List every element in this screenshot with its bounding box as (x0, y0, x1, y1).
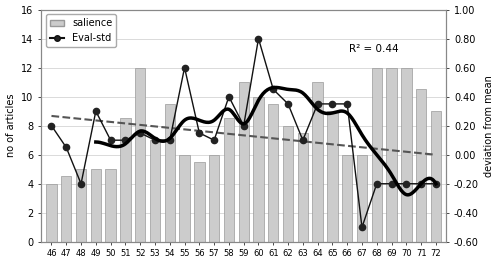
Eval-std (300, 139, 306, 142)
Bar (386, 68, 396, 242)
Bar (238, 82, 249, 242)
Bar (268, 104, 278, 242)
Bar (76, 169, 86, 242)
Eval-std (152, 139, 158, 142)
Bar (372, 68, 382, 242)
Eval-std (240, 124, 246, 127)
Eval-std (182, 66, 188, 69)
Bar (90, 169, 101, 242)
Bar (46, 184, 56, 242)
Bar (401, 68, 411, 242)
Eval-std (374, 182, 380, 185)
Bar (61, 177, 72, 242)
Bar (224, 119, 234, 242)
Bar (150, 140, 160, 242)
Y-axis label: no of articles: no of articles (6, 94, 16, 157)
Y-axis label: deviation from mean: deviation from mean (484, 75, 494, 177)
Eval-std (137, 131, 143, 135)
Eval-std (418, 182, 424, 185)
Eval-std (196, 131, 202, 135)
Eval-std (359, 226, 365, 229)
Eval-std (285, 102, 291, 106)
Bar (135, 68, 145, 242)
Eval-std (78, 182, 84, 185)
Eval-std (388, 182, 394, 185)
Eval-std (226, 95, 232, 98)
Eval-std (167, 139, 173, 142)
Bar (312, 82, 323, 242)
Bar (283, 126, 293, 242)
Eval-std (433, 182, 439, 185)
Text: R² = 0.44: R² = 0.44 (349, 44, 399, 54)
Eval-std (330, 102, 336, 106)
Eval-std (270, 88, 276, 91)
Eval-std (122, 139, 128, 142)
Bar (298, 133, 308, 242)
Bar (430, 111, 441, 242)
Eval-std (256, 37, 262, 40)
Bar (209, 155, 220, 242)
Bar (120, 119, 130, 242)
Line: Eval-std: Eval-std (48, 35, 439, 230)
Eval-std (64, 146, 70, 149)
Eval-std (108, 139, 114, 142)
Eval-std (314, 102, 320, 106)
Eval-std (211, 139, 217, 142)
Bar (194, 162, 204, 242)
Eval-std (48, 124, 54, 127)
Eval-std (93, 110, 99, 113)
Legend: salience, Eval-std: salience, Eval-std (46, 15, 116, 47)
Bar (180, 155, 190, 242)
Eval-std (404, 182, 409, 185)
Bar (342, 155, 352, 242)
Bar (357, 155, 367, 242)
Bar (164, 104, 175, 242)
Bar (254, 97, 264, 242)
Eval-std (344, 102, 350, 106)
Bar (327, 111, 338, 242)
Bar (106, 169, 116, 242)
Bar (416, 89, 426, 242)
